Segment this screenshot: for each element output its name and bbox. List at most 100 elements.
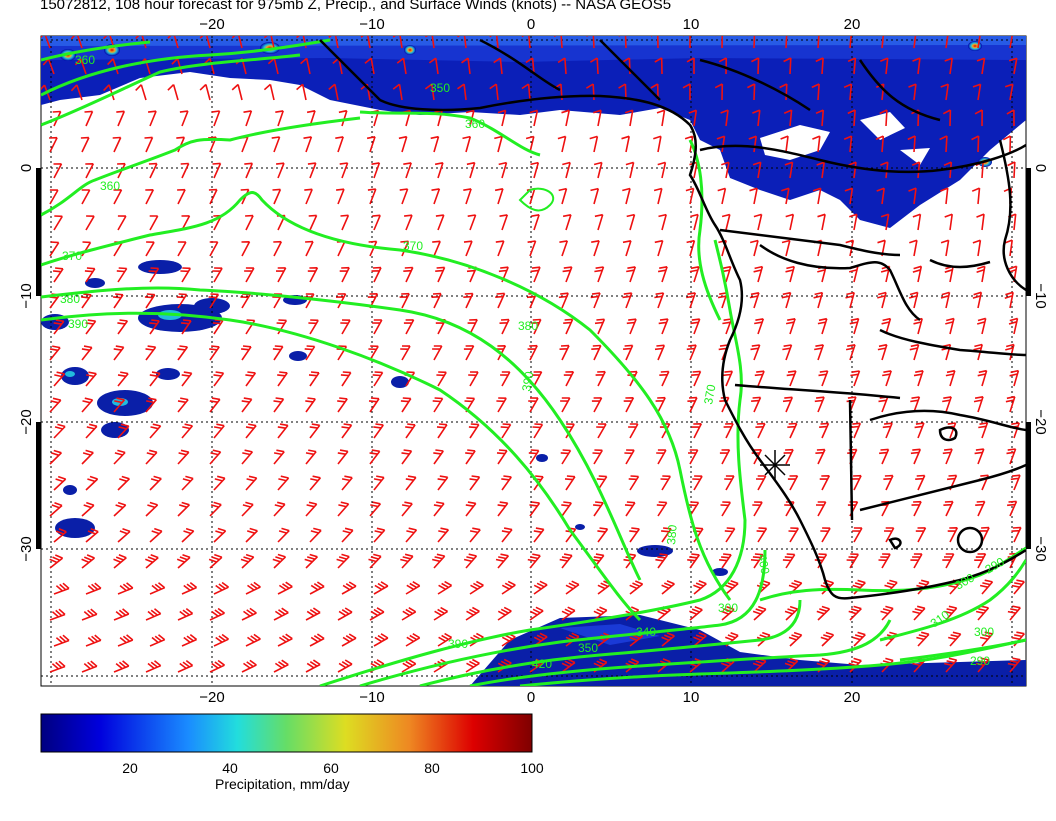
wind-barb [337, 501, 350, 517]
wind-barb [400, 240, 410, 257]
wind-barb [497, 109, 507, 127]
wind-barb [373, 423, 384, 439]
wind-barb [167, 84, 179, 101]
wind-barb [849, 213, 858, 231]
contour-label: 360 [75, 53, 95, 67]
wind-barb [243, 110, 253, 127]
wind-barb [561, 658, 576, 673]
wind-barb [531, 214, 540, 231]
wind-barb [878, 553, 891, 569]
wind-barb [528, 397, 539, 413]
wind-barb [461, 57, 471, 75]
wind-barb [877, 291, 887, 309]
wind-barb [779, 36, 788, 49]
wind-barb [53, 215, 63, 231]
wind-barb [372, 319, 383, 335]
right-axis: 0 −10 −20 −30 [1026, 164, 1049, 562]
wind-barb [53, 163, 63, 179]
wind-barb [1004, 291, 1014, 309]
wind-barb [149, 319, 160, 335]
wind-barb [501, 527, 513, 543]
wind-barb [392, 36, 403, 49]
wind-barb [944, 213, 953, 231]
wind-barb [341, 581, 357, 595]
wind-barb [117, 319, 129, 335]
contour-label: 360 [465, 117, 485, 131]
wind-barb [690, 213, 699, 231]
wind-barb [135, 36, 147, 49]
wind-barb [852, 527, 863, 543]
wind-barb [401, 607, 417, 621]
wind-barb [976, 213, 985, 231]
contour-label: 350 [430, 81, 450, 95]
wind-barb [263, 83, 275, 101]
wind-barb [433, 658, 449, 673]
wind-barb [145, 501, 159, 517]
wind-barb [750, 553, 764, 569]
wind-barb [328, 36, 339, 49]
wind-barb [661, 527, 672, 543]
wind-barb [882, 422, 893, 439]
wind-barb [85, 215, 95, 231]
wind-barb [212, 162, 222, 179]
wind-barb [847, 109, 856, 127]
wind-barb [783, 448, 794, 465]
wind-barb [978, 422, 989, 439]
wind-barb [113, 608, 130, 621]
wind-barb [53, 267, 64, 283]
wind-barb [149, 582, 166, 595]
wind-barb [625, 161, 635, 179]
wind-barb [911, 161, 921, 179]
wind-barb [686, 292, 697, 309]
wind-barb [691, 370, 702, 387]
contour-label: 420 [532, 657, 552, 671]
wind-barb [277, 371, 288, 387]
colorbar-tick: 80 [424, 760, 440, 776]
wind-barb [241, 397, 253, 413]
wind-barb [500, 423, 512, 439]
wind-barb [305, 607, 321, 621]
wind-barb [880, 605, 894, 621]
wind-barb [273, 501, 286, 517]
wind-barb [209, 397, 221, 413]
wind-barb [213, 633, 229, 647]
wind-barb [303, 136, 313, 153]
wind-barb [467, 318, 478, 335]
wind-barb [463, 553, 478, 569]
wind-barb [661, 580, 675, 595]
wind-barb [49, 136, 58, 153]
wind-barb [657, 658, 671, 673]
wind-barb [816, 657, 831, 673]
wind-barb [308, 319, 319, 335]
wind-barb [84, 267, 96, 283]
wind-barb [879, 57, 889, 75]
wind-barb [1007, 161, 1016, 179]
wind-barb [843, 83, 853, 101]
wind-barb [245, 581, 261, 595]
wind-barb [372, 371, 384, 387]
wind-barb [85, 634, 102, 647]
wind-barb [815, 109, 825, 127]
wind-barb [850, 370, 861, 387]
wind-barb [976, 265, 986, 283]
wind-barb [781, 291, 792, 309]
wind-barb [558, 187, 568, 205]
wind-barb [309, 581, 325, 595]
bottom-tick-label: 10 [683, 689, 700, 706]
wind-barb [53, 582, 70, 595]
wind-barb [392, 83, 403, 101]
wind-barb [879, 448, 890, 465]
wind-barb [1009, 369, 1020, 387]
wind-barb [812, 36, 820, 49]
wind-barb [624, 449, 635, 465]
wind-barb [373, 633, 389, 647]
wind-barb [336, 553, 350, 569]
wind-barb [719, 449, 731, 465]
wind-barb [910, 396, 921, 413]
wind-barb [1006, 109, 1015, 127]
wind-barb [117, 582, 134, 595]
contour-label: 390 [448, 637, 468, 651]
wind-barb [336, 188, 345, 205]
wind-barb [590, 187, 600, 205]
wind-barb [177, 659, 194, 673]
